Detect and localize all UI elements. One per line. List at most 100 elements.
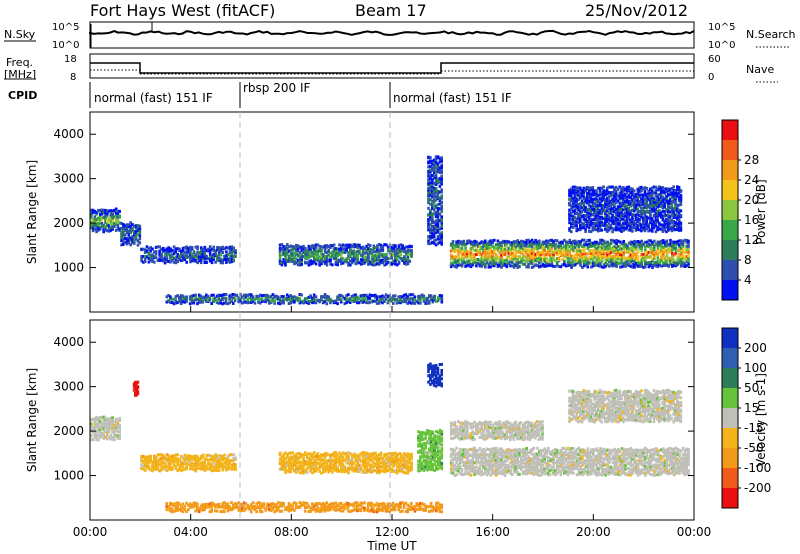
heatmap-cell [575, 227, 578, 231]
heatmap-cell [611, 185, 614, 189]
heatmap-cell [434, 219, 438, 223]
heatmap-cell [248, 301, 251, 304]
heatmap-cell [367, 247, 370, 251]
heatmap-cell [399, 297, 402, 301]
heatmap-cell [196, 256, 199, 260]
heatmap-cell [278, 256, 282, 260]
heatmap-cell [625, 214, 629, 218]
heatmap-cell [582, 255, 586, 259]
heatmap-cell [217, 246, 221, 250]
heatmap-cell [654, 198, 658, 202]
heatmap-cell [595, 247, 599, 251]
power-cells [90, 155, 690, 306]
heatmap-cell [464, 261, 467, 265]
heatmap-cell [525, 244, 528, 248]
heatmap-cell [440, 174, 443, 178]
heatmap-cell [638, 193, 641, 197]
heatmap-cell [453, 264, 457, 268]
heatmap-cell [347, 261, 350, 265]
heatmap-cell [629, 257, 633, 261]
heatmap-cell [579, 223, 582, 227]
heatmap-cell [350, 249, 354, 253]
heatmap-cell [631, 249, 634, 253]
heatmap-cell [429, 222, 432, 226]
heatmap-cell [643, 186, 647, 190]
heatmap-cell [674, 204, 677, 207]
heatmap-cell [605, 229, 609, 233]
heatmap-cell [427, 172, 430, 175]
heatmap-cell [438, 170, 442, 174]
heatmap-cell [671, 257, 674, 261]
heatmap-cell [302, 246, 305, 250]
heatmap-cell [457, 241, 460, 245]
heatmap-cell [183, 246, 187, 250]
heatmap-cell [286, 469, 289, 473]
heatmap-cell [604, 220, 607, 224]
heatmap-cell [377, 301, 381, 305]
heatmap-cell [401, 249, 404, 253]
heatmap-cell [203, 295, 206, 299]
heatmap-cell [374, 263, 377, 267]
heatmap-cell [350, 260, 354, 264]
heatmap-cell [201, 257, 205, 261]
heatmap-cell [343, 297, 347, 300]
heatmap-cell [571, 199, 575, 203]
heatmap-cell [587, 186, 591, 190]
heatmap-cell [309, 295, 312, 299]
heatmap-cell [559, 240, 563, 244]
heatmap-cell [354, 253, 358, 257]
heatmap-cell [151, 460, 154, 464]
heatmap-cell [90, 223, 93, 227]
heatmap-cell [541, 252, 545, 256]
heatmap-cell [377, 257, 381, 261]
heatmap-cell [627, 199, 631, 203]
heatmap-cell [584, 218, 587, 222]
heatmap-cell [189, 260, 192, 264]
heatmap-cell [347, 251, 350, 255]
heatmap-cell [147, 461, 151, 465]
heatmap-cell [633, 265, 636, 269]
heatmap-cell [298, 293, 302, 296]
heatmap-cell [289, 257, 293, 261]
heatmap-cell [604, 193, 607, 197]
heatmap-cell [671, 245, 674, 249]
heatmap-cell [579, 249, 582, 253]
heatmap-cell [162, 249, 165, 253]
heatmap-cell [577, 245, 581, 249]
heatmap-cell [431, 168, 434, 172]
heatmap-cell [432, 239, 436, 243]
heatmap-cell [668, 193, 672, 196]
heatmap-cell [487, 265, 491, 269]
heatmap-cell [581, 256, 584, 260]
heatmap-cell [228, 296, 231, 300]
colorbar-tick-label: 24 [744, 173, 759, 187]
heatmap-cell [656, 210, 659, 214]
heatmap-cell [109, 226, 113, 230]
heatmap-cell [485, 250, 489, 254]
heatmap-cell [298, 245, 302, 249]
heatmap-cell [181, 467, 185, 471]
heatmap-cell [467, 251, 471, 255]
heatmap-cell [632, 204, 636, 207]
heatmap-cell [614, 185, 618, 189]
heatmap-cell [590, 265, 593, 269]
heatmap-cell [440, 194, 443, 198]
heatmap-cell [226, 458, 230, 462]
heatmap-cell [208, 245, 212, 249]
heatmap-cell [631, 187, 634, 191]
heatmap-cell [680, 264, 683, 268]
heatmap-cell [593, 224, 596, 228]
heatmap-cell [404, 262, 408, 266]
heatmap-cell [436, 242, 440, 246]
heatmap-cell [597, 259, 600, 263]
heatmap-cell [680, 252, 683, 256]
heatmap-cell [557, 251, 561, 255]
heatmap-cell [198, 251, 201, 255]
heatmap-cell [372, 244, 376, 248]
heatmap-cell [466, 252, 469, 255]
heatmap-cell [304, 252, 307, 256]
heatmap-cell [109, 426, 113, 430]
heatmap-cell [634, 195, 638, 199]
heatmap-cell [658, 243, 661, 247]
heatmap-cell [287, 297, 291, 301]
